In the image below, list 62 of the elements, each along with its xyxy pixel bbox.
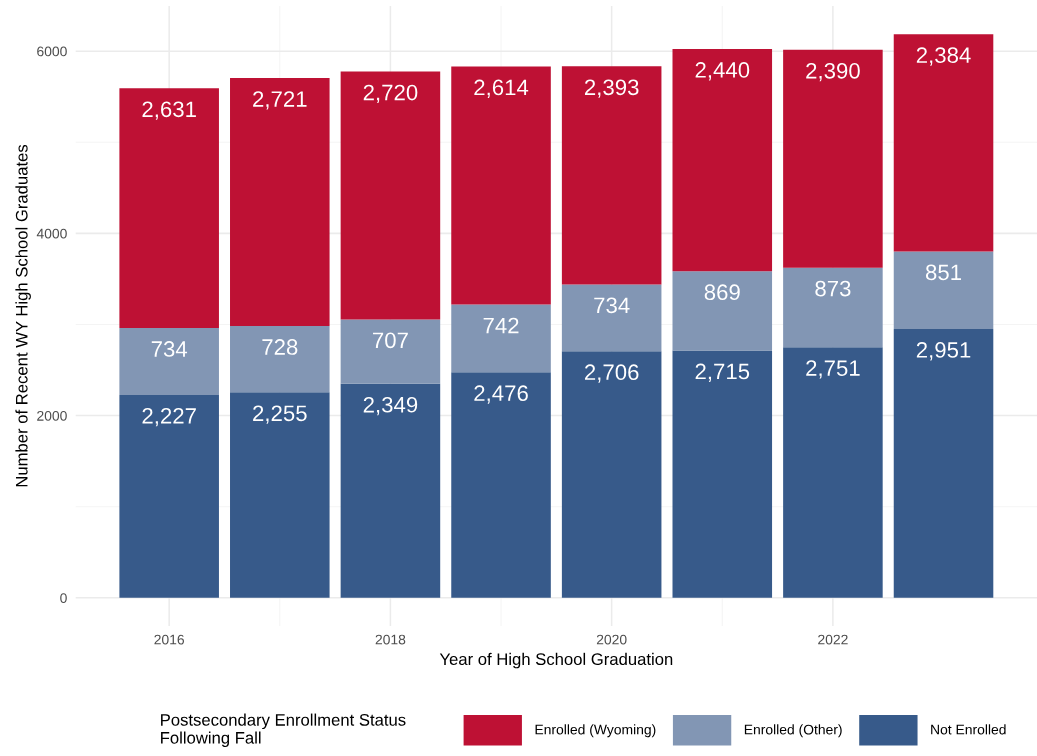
bar: [340, 383, 441, 598]
y-tick-label: 0: [60, 593, 67, 603]
bar: [893, 251, 994, 329]
bar: [672, 271, 773, 351]
x-tick-label: 2016: [154, 634, 185, 645]
legend-label: Enrolled (Other): [744, 724, 842, 738]
data-label: 2,476: [474, 385, 528, 404]
bar: [672, 350, 773, 598]
bar: [672, 48, 773, 272]
data-label: 734: [594, 297, 630, 314]
data-label: 2,706: [584, 364, 639, 383]
legend-label: Not Enrolled: [931, 724, 1006, 735]
legend-label: Enrolled (Wyoming): [535, 724, 656, 738]
bar: [561, 351, 662, 598]
bar: [561, 66, 662, 285]
data-label: 742: [483, 317, 519, 334]
data-label: 2,614: [474, 79, 529, 98]
data-label: 873: [815, 280, 851, 297]
y-axis-title: Number of Recent WY High School Graduates: [15, 144, 31, 487]
bar: [230, 78, 330, 327]
bar: [783, 49, 883, 268]
data-label: 2,721: [253, 91, 307, 110]
data-label: 2,715: [695, 363, 750, 382]
bar: [783, 267, 883, 348]
y-tick-label: 2000: [37, 410, 67, 421]
data-label: 2,255: [253, 405, 307, 424]
data-label: 869: [704, 284, 740, 301]
data-label: 2,631: [142, 101, 196, 120]
data-label: 2,720: [363, 84, 418, 103]
data-label: 707: [373, 332, 408, 349]
bar: [893, 34, 994, 252]
bar: [340, 319, 441, 384]
bar: [451, 372, 551, 598]
bar: [451, 66, 551, 305]
data-label: 2,751: [806, 360, 860, 379]
x-tick-label: 2018: [375, 634, 406, 645]
bar: [893, 328, 994, 598]
bar: [119, 328, 219, 395]
data-label: 2,227: [142, 408, 196, 427]
bar: [451, 304, 551, 373]
bar: [230, 392, 330, 598]
legend-title: Postsecondary Enrollment Status Following Fall: [161, 713, 406, 748]
data-label: 2,349: [363, 396, 418, 416]
data-label: 2,390: [806, 62, 860, 82]
x-tick-label: 2020: [596, 634, 627, 645]
data-label: 851: [925, 264, 961, 281]
data-label: 2,951: [916, 342, 971, 361]
bar: [561, 284, 662, 352]
y-tick-label: 6000: [37, 46, 67, 57]
x-tick-label: 2022: [818, 634, 848, 645]
bar: [230, 326, 330, 393]
bar: [119, 88, 219, 329]
data-label: 2,384: [916, 47, 971, 66]
y-tick-label: 4000: [36, 228, 67, 239]
bar: [340, 71, 441, 320]
x-axis-title: Year of High School Graduation: [439, 652, 673, 669]
data-label: 728: [262, 339, 298, 355]
bar: [119, 394, 219, 598]
data-label: 734: [151, 341, 188, 357]
data-label: 2,393: [584, 79, 639, 98]
data-label: 2,440: [695, 62, 750, 81]
bar: [783, 347, 883, 598]
